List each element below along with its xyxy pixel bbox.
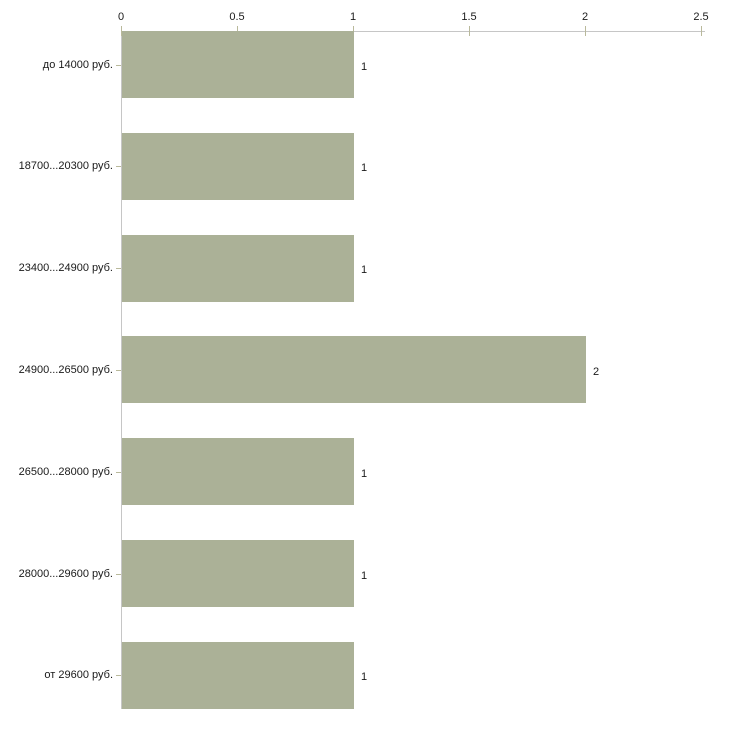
x-tick-mark <box>121 26 122 36</box>
x-tick-mark <box>585 26 586 36</box>
y-tick-mark <box>116 166 121 167</box>
value-label: 2 <box>593 365 600 378</box>
bar <box>122 540 354 608</box>
x-tick-label: 2 <box>581 11 589 23</box>
bar <box>122 336 586 404</box>
category-label: 18700...20300 руб. <box>18 160 113 173</box>
value-label: 1 <box>361 162 368 175</box>
bar <box>122 438 354 506</box>
y-tick-mark <box>116 65 121 66</box>
bar <box>122 132 354 200</box>
category-label: до 14000 руб. <box>42 58 113 71</box>
y-tick-mark <box>116 268 121 269</box>
category-label: 24900...26500 руб. <box>18 363 113 376</box>
y-tick-mark <box>116 472 121 473</box>
value-label: 1 <box>361 264 368 277</box>
category-label: 23400...24900 руб. <box>18 262 113 275</box>
value-label: 1 <box>361 60 368 73</box>
y-tick-mark <box>116 370 121 371</box>
y-tick-mark <box>116 574 121 575</box>
bar <box>122 641 354 709</box>
value-label: 1 <box>361 569 368 582</box>
value-label: 1 <box>361 467 368 480</box>
value-label: 1 <box>361 671 368 684</box>
x-tick-label: 0.5 <box>229 11 245 23</box>
y-tick-mark <box>116 675 121 676</box>
bar <box>122 31 354 98</box>
x-tick-mark <box>469 26 470 36</box>
category-label: 28000...29600 руб. <box>18 567 113 580</box>
x-axis-line <box>121 31 705 32</box>
x-tick-label: 2.5 <box>693 11 709 23</box>
x-tick-mark <box>701 26 702 36</box>
x-tick-label: 1 <box>349 11 357 23</box>
category-label: от 29600 руб. <box>44 669 113 682</box>
y-axis-line <box>121 31 122 709</box>
category-label: 26500...28000 руб. <box>18 465 113 478</box>
bar <box>122 234 354 302</box>
x-tick-label: 1.5 <box>461 11 477 23</box>
x-tick-label: 0 <box>117 11 125 23</box>
